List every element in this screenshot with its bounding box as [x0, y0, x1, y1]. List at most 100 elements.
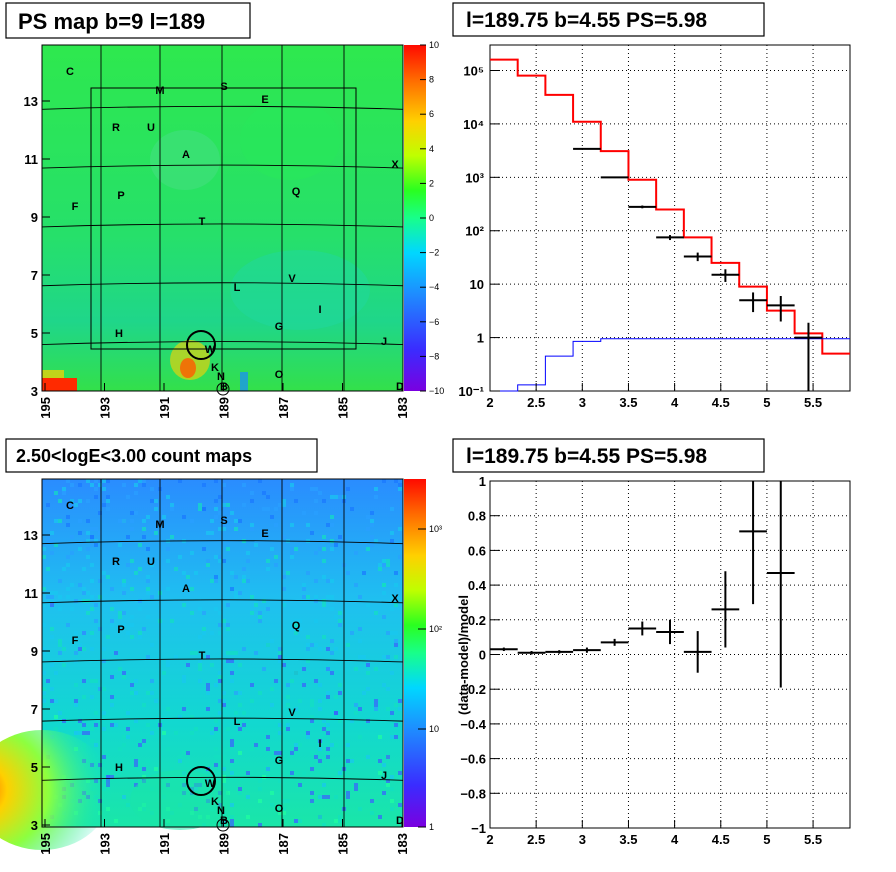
count-map-pixel [222, 527, 226, 531]
count-map-pixel [358, 655, 362, 659]
count-map-pixel [398, 483, 402, 487]
count-map-pixel [382, 791, 386, 795]
count-map-pixel [346, 791, 350, 795]
count-map-pixel [334, 495, 338, 499]
ps-map-x-ticks: 195 193 191 189 187 185 183 [38, 383, 410, 419]
count-map-pixel [362, 655, 366, 659]
count-map-pixel [50, 591, 54, 595]
count-map-pixel [66, 587, 70, 591]
count-map-pixel [302, 771, 306, 775]
count-map-pixel [94, 679, 98, 683]
count-map-pixel [174, 567, 178, 571]
x-tick-label: 183 [395, 397, 410, 419]
y-tick-label: 0 [479, 648, 486, 663]
count-map-pixel [358, 639, 362, 643]
count-map-pixel [222, 691, 226, 695]
source-label-E: E [261, 94, 268, 106]
count-map-pixel [370, 523, 374, 527]
count-map-pixel [82, 599, 86, 603]
count-map-pixel [182, 515, 186, 519]
count-map-pixel [130, 511, 134, 515]
count-map-pixel [214, 515, 218, 519]
count-map-pixel [66, 523, 70, 527]
count-map-pixel [382, 559, 386, 563]
count-map-pixel [318, 759, 322, 763]
count-map-pixel [314, 499, 318, 503]
count-map-pixel [122, 519, 126, 523]
count-map-pixel [390, 531, 394, 535]
count-map-pixel [266, 567, 270, 571]
count-map-pixel [282, 499, 286, 503]
source-label-I: I [318, 738, 321, 750]
count-map-pixel [310, 767, 314, 771]
source-label-M: M [155, 519, 164, 531]
count-map-pixel [246, 815, 250, 819]
count-map-pixel [330, 547, 334, 551]
count-map-pixel [374, 699, 378, 703]
ps-map-selected-source-circle[interactable] [186, 330, 216, 360]
count-map-pixel [382, 763, 386, 767]
count-map-pixel [178, 759, 182, 763]
spectrum-plot-area [489, 44, 851, 392]
y-tick-label: 9 [31, 210, 38, 225]
count-map-pixel [198, 663, 202, 667]
count-map-pixel [174, 731, 178, 735]
count-map-pixel [230, 819, 234, 823]
count-map-pixel [242, 647, 246, 651]
count-map-pixel [86, 547, 90, 551]
count-map-pixel [346, 487, 350, 491]
count-map-pixel [374, 667, 378, 671]
count-map-pixel [50, 663, 54, 667]
count-map-pixel [390, 799, 394, 803]
count-map-pixel [94, 603, 98, 607]
map-parallel [41, 105, 404, 110]
count-map-pixel [270, 515, 274, 519]
count-map-pixel [222, 779, 226, 783]
count-map-pixel [322, 719, 326, 723]
count-map-pixel [198, 635, 202, 639]
count-map-pixel [282, 587, 286, 591]
count-map-pixel [250, 527, 254, 531]
count-map-pixel [226, 651, 230, 655]
count-map-pixel [338, 691, 342, 695]
count-map-pixel [298, 819, 302, 823]
count-map-selected-source-circle[interactable] [186, 766, 216, 796]
count-map-pixel [394, 643, 398, 647]
count-map-pixel [394, 735, 398, 739]
count-map-pixel [346, 743, 350, 747]
residual-grid [490, 481, 850, 828]
count-map-pixel [366, 719, 370, 723]
y-tick-label: −1 [471, 821, 486, 836]
x-tick-label: 195 [38, 833, 53, 855]
count-map-source-labels: C M S E R U A X F P Q T L V I H G W J KN O D B [66, 500, 404, 827]
count-map-pixel [218, 679, 222, 683]
count-map-pixel [162, 731, 166, 735]
count-map-pixel [306, 595, 310, 599]
count-map-pixel [50, 603, 54, 607]
count-map-pixel [198, 507, 202, 511]
count-map-pixel [82, 591, 86, 595]
y-tick-label: 11 [24, 152, 38, 167]
x-tick-label: 183 [395, 833, 410, 855]
count-map-pixel [186, 575, 190, 579]
residual-x-ticks: 2 2.5 3 3.5 4 4.5 5 5.5 [486, 820, 822, 847]
count-map-pixel [366, 687, 370, 691]
count-map-pixel [102, 487, 106, 491]
count-map-pixel [50, 635, 54, 639]
count-map-pixel [322, 635, 326, 639]
source-label-N: N [217, 371, 225, 383]
ps-map-source-labels: C M S E R U A X F P Q T L V I H G W J KN O D B [66, 66, 404, 393]
count-map-pixel [54, 543, 58, 547]
count-map-pixel [102, 659, 106, 663]
count-map-pixel [70, 583, 74, 587]
count-map-pixel [378, 563, 382, 567]
count-map-pixel [214, 763, 218, 767]
count-map-pixel [134, 759, 138, 763]
count-map-pixel [90, 695, 94, 699]
y-tick-label: 11 [24, 586, 38, 601]
count-map-pixel [146, 575, 150, 579]
count-map-pixel [82, 723, 86, 727]
count-map-pixel [134, 679, 138, 683]
count-map-pixel [394, 571, 398, 575]
count-map-pixel [166, 747, 170, 751]
